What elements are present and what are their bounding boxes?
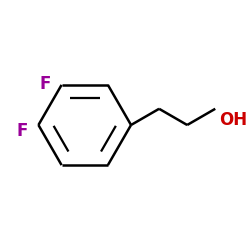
Text: F: F (17, 122, 28, 140)
Text: OH: OH (219, 111, 247, 129)
Text: F: F (40, 75, 51, 93)
